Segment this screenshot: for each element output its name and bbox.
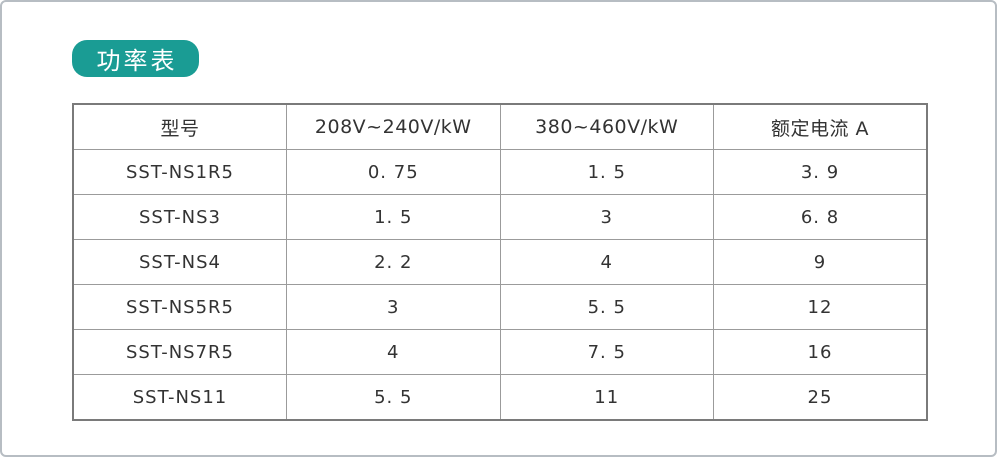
cell-model: SST-NS11 — [72, 374, 287, 421]
cell-rated-current: 6. 8 — [713, 194, 928, 240]
table-row: SST-NS3 1. 5 3 6. 8 — [72, 194, 928, 240]
cell-model: SST-NS5R5 — [72, 284, 287, 330]
cell-model: SST-NS4 — [72, 239, 287, 285]
power-table-title-label: 功率表 — [96, 47, 178, 75]
header-208v-240v-kw: 208V~240V/kW — [286, 103, 501, 150]
cell-kw-380-460: 3 — [499, 194, 714, 240]
cell-model: SST-NS7R5 — [72, 329, 287, 375]
table-row: SST-NS4 2. 2 4 9 — [72, 239, 928, 285]
cell-kw-208-240: 4 — [286, 329, 501, 375]
cell-rated-current: 3. 9 — [713, 149, 928, 195]
power-table-title-badge: 功率表 — [72, 40, 199, 77]
cell-model: SST-NS3 — [72, 194, 287, 240]
cell-model: SST-NS1R5 — [72, 149, 287, 195]
header-rated-current-a: 额定电流 A — [713, 103, 928, 150]
cell-rated-current: 25 — [713, 374, 928, 421]
cell-kw-208-240: 1. 5 — [286, 194, 501, 240]
power-spec-table: 型号 208V~240V/kW 380~460V/kW 额定电流 A SST-N… — [72, 103, 928, 421]
cell-kw-208-240: 2. 2 — [286, 239, 501, 285]
table-row: SST-NS7R5 4 7. 5 16 — [72, 329, 928, 375]
header-380-460v-kw: 380~460V/kW — [499, 103, 714, 150]
table-row: SST-NS11 5. 5 11 25 — [72, 374, 928, 421]
cell-kw-380-460: 5. 5 — [499, 284, 714, 330]
table-header-row: 型号 208V~240V/kW 380~460V/kW 额定电流 A — [72, 103, 928, 150]
cell-kw-380-460: 7. 5 — [499, 329, 714, 375]
cell-kw-208-240: 0. 75 — [286, 149, 501, 195]
cell-kw-380-460: 1. 5 — [499, 149, 714, 195]
cell-kw-380-460: 11 — [499, 374, 714, 421]
cell-kw-380-460: 4 — [499, 239, 714, 285]
table-row: SST-NS5R5 3 5. 5 12 — [72, 284, 928, 330]
cell-kw-208-240: 3 — [286, 284, 501, 330]
cell-rated-current: 9 — [713, 239, 928, 285]
cell-kw-208-240: 5. 5 — [286, 374, 501, 421]
header-model: 型号 — [72, 103, 287, 150]
cell-rated-current: 12 — [713, 284, 928, 330]
table-row: SST-NS1R5 0. 75 1. 5 3. 9 — [72, 149, 928, 195]
cell-rated-current: 16 — [713, 329, 928, 375]
